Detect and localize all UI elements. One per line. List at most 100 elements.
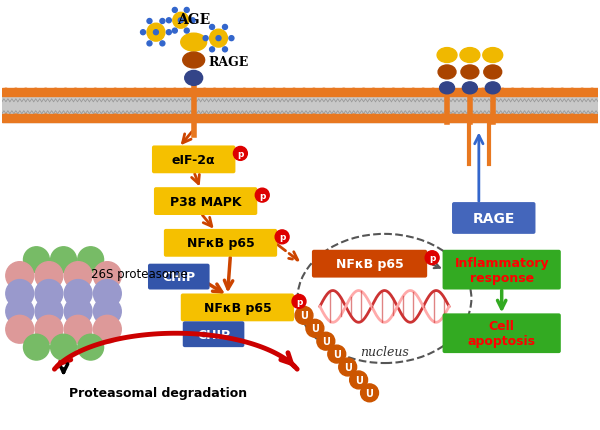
Circle shape (35, 316, 63, 344)
Text: p: p (237, 150, 244, 159)
Circle shape (184, 9, 189, 13)
Circle shape (216, 37, 221, 42)
Ellipse shape (460, 49, 480, 63)
Circle shape (489, 89, 496, 96)
FancyBboxPatch shape (164, 229, 277, 257)
Bar (2, 89, 598, 97)
Ellipse shape (484, 66, 502, 80)
Text: NFκB p65: NFκB p65 (203, 301, 271, 314)
Circle shape (147, 19, 152, 25)
Circle shape (479, 115, 486, 122)
Circle shape (370, 115, 377, 122)
Circle shape (62, 115, 69, 122)
Circle shape (420, 115, 427, 122)
Circle shape (301, 89, 307, 96)
Circle shape (410, 89, 417, 96)
Circle shape (184, 29, 189, 34)
Circle shape (549, 89, 556, 96)
Circle shape (328, 345, 346, 363)
Circle shape (78, 335, 104, 360)
Circle shape (529, 115, 536, 122)
Circle shape (519, 115, 526, 122)
Circle shape (380, 115, 387, 122)
Circle shape (62, 89, 69, 96)
Circle shape (380, 89, 387, 96)
Circle shape (589, 115, 596, 122)
Circle shape (94, 316, 121, 344)
Circle shape (92, 115, 99, 122)
Circle shape (410, 115, 417, 122)
Text: U: U (333, 349, 341, 359)
Circle shape (201, 115, 208, 122)
Circle shape (310, 115, 317, 122)
Circle shape (251, 89, 258, 96)
Circle shape (160, 19, 165, 25)
Text: RAGE: RAGE (473, 212, 515, 225)
Circle shape (271, 89, 278, 96)
Circle shape (233, 147, 247, 161)
Circle shape (509, 115, 516, 122)
Circle shape (331, 115, 337, 122)
Circle shape (35, 298, 63, 326)
Circle shape (78, 247, 104, 273)
Circle shape (22, 89, 29, 96)
Bar (2, 114, 598, 122)
Circle shape (172, 115, 178, 122)
Circle shape (317, 332, 335, 350)
Circle shape (479, 89, 486, 96)
Text: U: U (355, 375, 362, 385)
Circle shape (94, 298, 121, 326)
Ellipse shape (485, 83, 500, 95)
Circle shape (172, 89, 178, 96)
Ellipse shape (438, 66, 456, 80)
Circle shape (190, 19, 195, 24)
FancyBboxPatch shape (312, 250, 427, 278)
Circle shape (275, 230, 289, 244)
Circle shape (360, 115, 367, 122)
Circle shape (559, 89, 566, 96)
Text: U: U (311, 323, 319, 334)
Circle shape (2, 89, 10, 96)
Circle shape (292, 295, 306, 309)
Circle shape (290, 89, 298, 96)
Circle shape (509, 89, 516, 96)
Circle shape (400, 89, 407, 96)
Circle shape (151, 89, 158, 96)
Circle shape (589, 89, 596, 96)
Text: NFκB p65: NFκB p65 (335, 258, 403, 270)
Ellipse shape (483, 49, 503, 63)
FancyBboxPatch shape (183, 322, 244, 347)
Ellipse shape (463, 83, 478, 95)
Circle shape (102, 115, 109, 122)
Circle shape (231, 115, 238, 122)
Circle shape (460, 89, 466, 96)
Circle shape (331, 89, 337, 96)
Circle shape (42, 89, 49, 96)
Text: AGE: AGE (177, 13, 211, 27)
Circle shape (255, 189, 269, 203)
Circle shape (390, 89, 397, 96)
Circle shape (166, 19, 172, 24)
Circle shape (64, 316, 92, 344)
Circle shape (52, 89, 59, 96)
FancyBboxPatch shape (452, 203, 535, 234)
Circle shape (209, 25, 215, 31)
Circle shape (221, 115, 228, 122)
Circle shape (229, 37, 234, 42)
Circle shape (172, 29, 177, 34)
Circle shape (178, 19, 183, 24)
Circle shape (142, 89, 148, 96)
Circle shape (32, 89, 39, 96)
Text: NFκB p65: NFκB p65 (187, 237, 254, 250)
Circle shape (499, 89, 506, 96)
Circle shape (142, 115, 148, 122)
Circle shape (350, 371, 368, 389)
Circle shape (50, 335, 76, 360)
Circle shape (64, 262, 92, 290)
Circle shape (154, 31, 158, 36)
Circle shape (360, 89, 367, 96)
Circle shape (251, 115, 258, 122)
Circle shape (82, 89, 89, 96)
Circle shape (203, 37, 208, 42)
Text: nucleus: nucleus (360, 345, 409, 358)
